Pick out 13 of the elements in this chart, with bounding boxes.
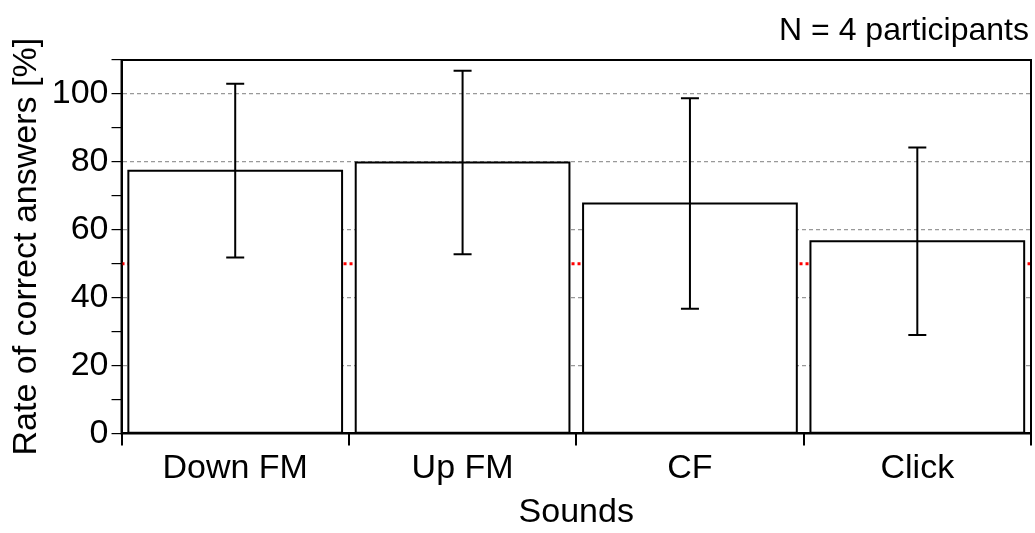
x-tick-label: Down FM: [162, 447, 308, 486]
y-axis-title: Rate of correct answers [%]: [4, 37, 43, 456]
y-tick-label: 80: [70, 140, 109, 179]
y-tick-label: 100: [51, 72, 109, 111]
y-tick-label: 0: [89, 411, 109, 450]
x-tick-label: Click: [880, 447, 956, 486]
text: N = 4 participants: [779, 11, 1029, 47]
x-axis-title: Sounds: [518, 490, 634, 529]
x-tick-label: CF: [667, 447, 713, 486]
y-tick-label: 60: [70, 208, 109, 247]
y-tick-label: 40: [70, 275, 109, 314]
x-tick-label: Up FM: [411, 447, 514, 486]
y-tick-label: 20: [70, 343, 109, 382]
